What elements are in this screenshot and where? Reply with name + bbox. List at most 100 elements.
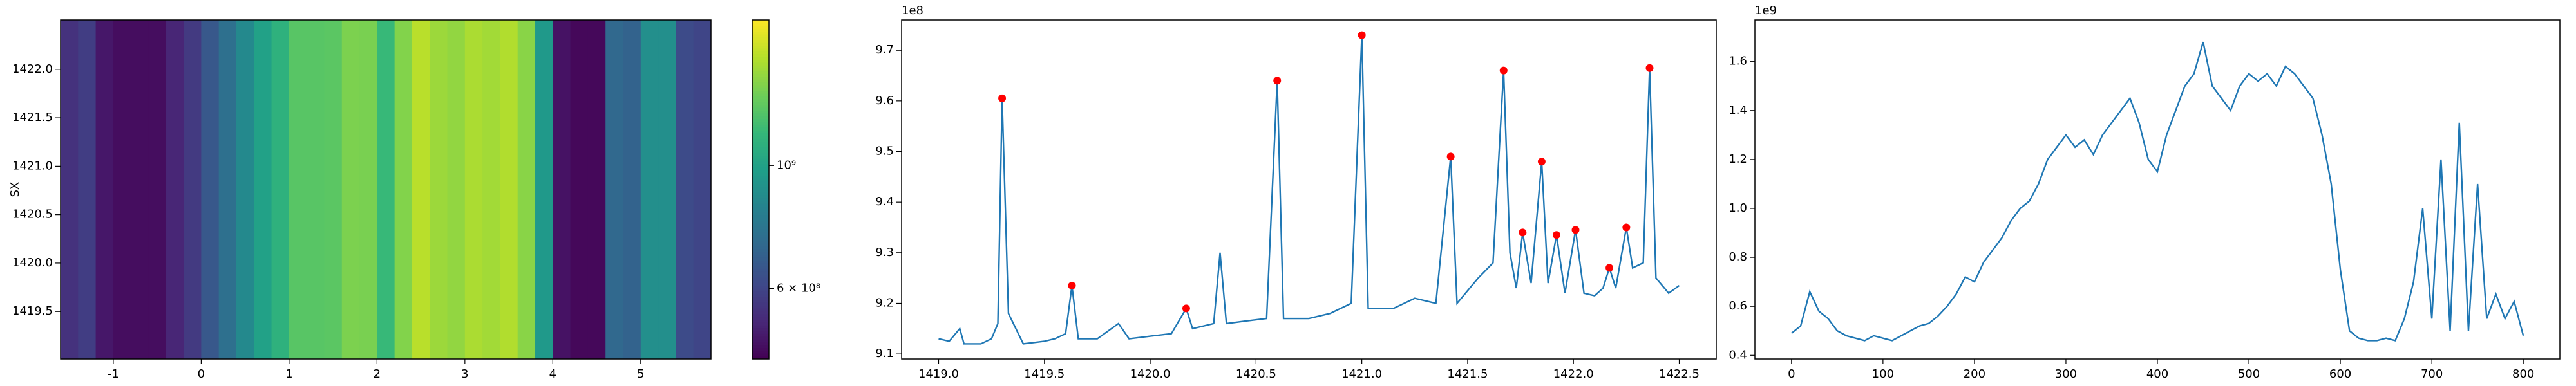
heatmap-cell — [587, 20, 606, 359]
colorbar-tick-label: 6 × 10⁸ — [777, 282, 820, 295]
colorbar-segment — [752, 248, 769, 252]
colorbar-segment — [752, 25, 769, 29]
colorbar-segment — [752, 345, 769, 348]
colorbar-segment — [752, 271, 769, 275]
heatmap-cell — [359, 20, 377, 359]
peak-marker — [1358, 31, 1366, 39]
colorbar-segment — [752, 33, 769, 37]
colorbar-segment — [752, 45, 769, 49]
colorbar-segment — [752, 68, 769, 71]
colorbar-segment — [752, 113, 769, 116]
colorbar-segment — [752, 266, 769, 269]
colorbar-segment — [752, 212, 769, 216]
y-tick-label: 1.2 — [1728, 152, 1747, 166]
colorbar-segment — [752, 288, 769, 292]
y-tick-label: 9.1 — [875, 347, 894, 360]
colorbar-segment — [752, 138, 769, 142]
colorbar-segment — [752, 322, 769, 326]
peak-marker — [1605, 264, 1614, 272]
colorbar-segment — [752, 232, 769, 235]
colorbar-segment — [752, 277, 769, 280]
y-tick-label: 9.3 — [875, 246, 894, 259]
colorbar-segment — [752, 155, 769, 159]
colorbar-segment — [752, 243, 769, 246]
colorbar-segment — [752, 339, 769, 343]
heatmap-cell — [271, 20, 290, 359]
colorbar-segment — [752, 107, 769, 111]
colorbar-segment — [752, 65, 769, 69]
colorbar-segment — [752, 23, 769, 26]
colorbar-segment — [752, 169, 769, 173]
axes-frame — [1754, 19, 2561, 360]
y-tick-label: 9.2 — [875, 296, 894, 309]
peak-marker — [1446, 152, 1455, 161]
colorbar-segment — [752, 133, 769, 136]
colorbar-segment — [752, 178, 769, 181]
colorbar-segment — [752, 158, 769, 162]
colorbar-segment — [752, 116, 769, 120]
y-tick-label: 9.5 — [875, 145, 894, 158]
heatmap-cell — [307, 20, 325, 359]
y-offset-label: 1e8 — [902, 4, 923, 17]
colorbar-segment — [752, 152, 769, 156]
x-tick-label: 4 — [549, 367, 556, 381]
colorbar-segment — [752, 350, 769, 354]
peak-marker — [1273, 77, 1282, 85]
colorbar-segment — [752, 331, 769, 334]
colorbar-segment — [752, 280, 769, 283]
heatmap-cell — [148, 20, 167, 359]
colorbar-segment — [752, 82, 769, 86]
y-tick-label: 9.7 — [875, 43, 894, 57]
colorbar-segment — [752, 87, 769, 91]
x-tick-label: 1422.5 — [1659, 367, 1700, 381]
heatmap-cell — [500, 20, 518, 359]
colorbar-segment — [752, 189, 769, 193]
colorbar-segment — [752, 124, 769, 128]
colorbar-segment — [752, 187, 769, 190]
colorbar-segment — [752, 313, 769, 317]
colorbar-segment — [752, 282, 769, 286]
peak-marker — [1622, 223, 1631, 232]
colorbar-segment — [752, 192, 769, 196]
colorbar-segment — [752, 59, 769, 63]
x-tick-label: 300 — [2055, 367, 2077, 381]
heatmap-cell — [324, 20, 343, 359]
x-tick-label: 1 — [285, 367, 292, 381]
colorbar-segment — [752, 342, 769, 345]
colorbar-segment — [752, 20, 769, 23]
heatmap-cell — [166, 20, 184, 359]
colorbar-segment — [752, 28, 769, 32]
heatmap-cell — [341, 20, 360, 359]
y-offset-label: 1e9 — [1755, 4, 1777, 17]
x-tick-label: 700 — [2421, 367, 2443, 381]
colorbar-segment — [752, 150, 769, 153]
colorbar-segment — [752, 122, 769, 125]
y-tick-label: 1420.5 — [12, 208, 53, 221]
colorbar-segment — [752, 285, 769, 289]
colorbar-segment — [752, 79, 769, 83]
colorbar-segment — [752, 48, 769, 51]
x-tick-label: 1420.5 — [1236, 367, 1276, 381]
x-tick-label: 200 — [1964, 367, 1985, 381]
heatmap-cell — [412, 20, 430, 359]
peak-marker — [1571, 226, 1580, 234]
heatmap-cell — [430, 20, 448, 359]
heatmap-cell — [254, 20, 272, 359]
colorbar-segment — [752, 118, 769, 122]
colorbar-segment — [752, 167, 769, 170]
colorbar-segment — [752, 42, 769, 46]
heatmap-cell — [95, 20, 114, 359]
colorbar-segment — [752, 85, 769, 88]
peak-marker — [1182, 304, 1190, 313]
colorbar-segment — [752, 39, 769, 43]
peak-marker — [1068, 281, 1076, 290]
colorbar-segment — [752, 299, 769, 303]
heatmap-cell — [535, 20, 553, 359]
x-tick-label: 800 — [2512, 367, 2534, 381]
x-tick-label: 1421.0 — [1341, 367, 1382, 381]
colorbar-segment — [752, 93, 769, 97]
colorbar-segment — [752, 246, 769, 250]
colorbar-frame — [752, 19, 770, 360]
heatmap-cell — [78, 20, 97, 359]
line — [1791, 41, 2524, 342]
